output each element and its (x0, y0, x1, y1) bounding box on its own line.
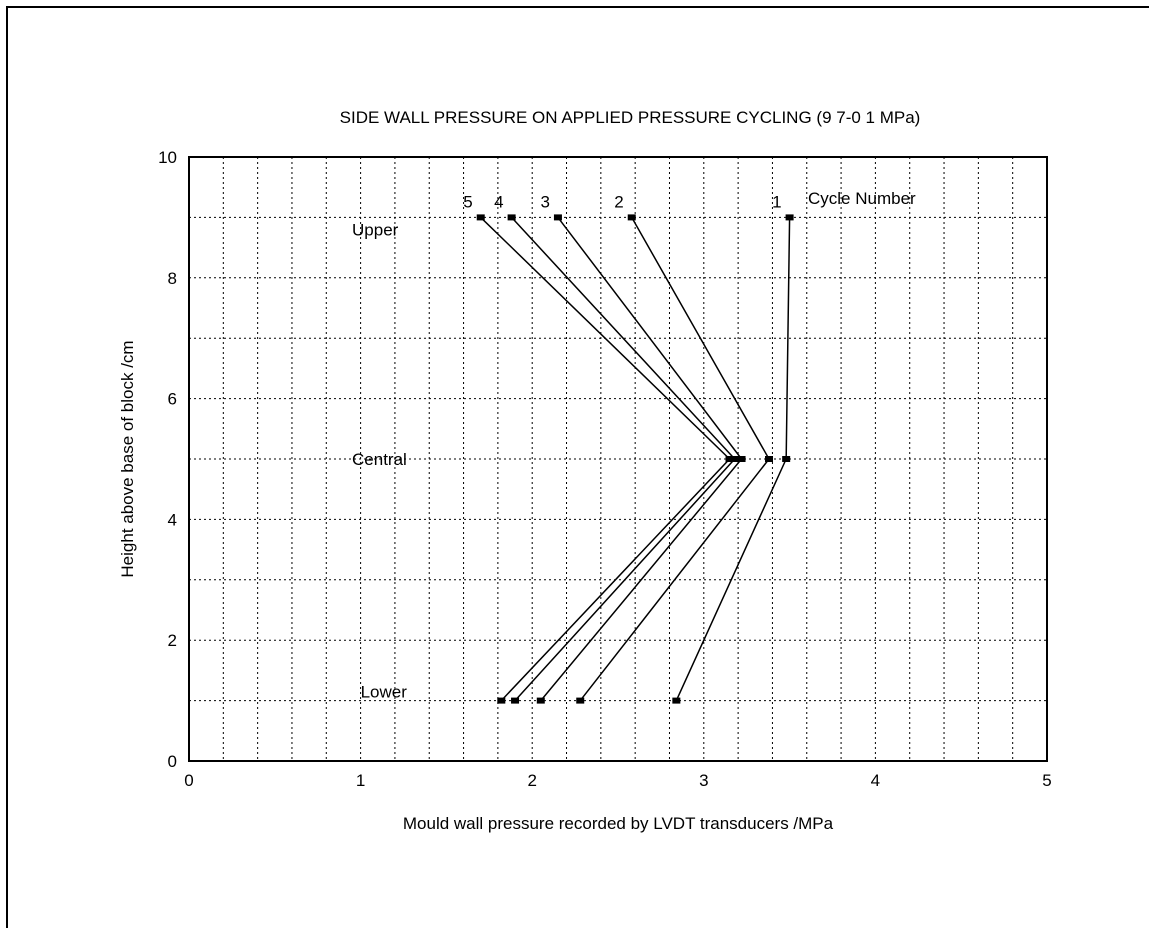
y-tick-label: 6 (168, 390, 177, 409)
data-point (553, 214, 562, 221)
cycle-label: 3 (540, 192, 549, 211)
cycle-label: 1 (772, 192, 781, 211)
data-point (737, 456, 746, 462)
x-tick-label: 3 (699, 771, 708, 790)
data-point (725, 456, 734, 462)
y-tick-label: 10 (158, 148, 177, 167)
grid (189, 157, 1047, 761)
chart-title: SIDE WALL PRESSURE ON APPLIED PRESSURE C… (340, 108, 921, 127)
y-tick-label: 2 (168, 631, 177, 650)
annotations: Upper Central Lower (352, 220, 407, 701)
data-point (765, 456, 774, 462)
data-point (730, 456, 739, 462)
annotation-upper: Upper (352, 220, 399, 239)
y-tick-label: 4 (168, 510, 177, 529)
x-tick-label: 1 (356, 771, 365, 790)
cycle-label: 4 (494, 192, 503, 211)
x-tick-label: 5 (1042, 771, 1051, 790)
legend-title: Cycle Number (808, 189, 916, 208)
y-tick-label: 0 (168, 752, 177, 771)
figure-frame (6, 6, 1149, 928)
x-axis-label: Mould wall pressure recorded by LVDT tra… (403, 814, 834, 833)
cycle-label: 5 (463, 192, 472, 211)
annotation-central: Central (352, 450, 407, 469)
data-point (782, 456, 791, 462)
x-tick-label: 4 (871, 771, 880, 790)
series-group: 1 2 3 4 5 (463, 192, 794, 704)
x-tick-label: 2 (527, 771, 536, 790)
tick-labels: 0 1 2 3 4 5 0 2 4 6 8 10 (158, 148, 1052, 790)
y-axis-label: Height above base of block /cm (118, 340, 137, 577)
data-point (536, 697, 545, 704)
data-point (627, 214, 636, 221)
data-point (785, 214, 794, 221)
data-point (507, 214, 516, 221)
annotation-lower: Lower (361, 683, 408, 702)
data-point (511, 697, 520, 704)
plot-area (188, 156, 1048, 762)
y-tick-label: 8 (168, 269, 177, 288)
data-point (476, 214, 485, 221)
x-tick-label: 0 (184, 771, 193, 790)
data-point (497, 697, 506, 704)
data-point (576, 697, 585, 704)
cycle-label: 2 (614, 192, 623, 211)
data-point (672, 697, 681, 704)
